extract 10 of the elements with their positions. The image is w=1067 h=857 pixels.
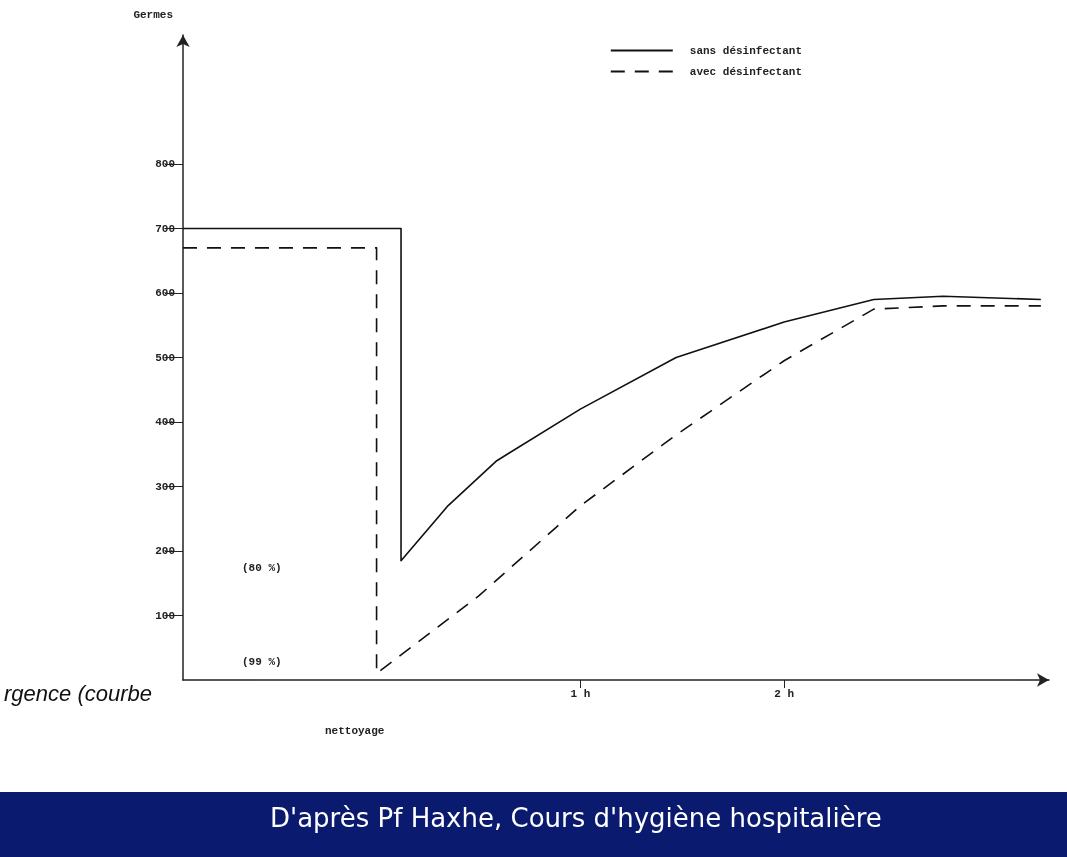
text: rgence (courbe	[4, 680, 152, 706]
x-tick-label: 2 h	[774, 687, 795, 700]
legend-label: avec désinfectant	[689, 65, 802, 78]
text: nettoyage	[325, 724, 385, 737]
legend-label: sans désinfectant	[689, 44, 802, 57]
x-tick-label: 1 h	[570, 687, 591, 700]
text: D'après Pf Haxhe, Cours d'hygiène hospitalière	[270, 803, 882, 833]
annotation: (99 %)	[242, 655, 282, 668]
y-axis-title: Germes	[133, 8, 173, 21]
annotation: (80 %)	[242, 561, 282, 574]
